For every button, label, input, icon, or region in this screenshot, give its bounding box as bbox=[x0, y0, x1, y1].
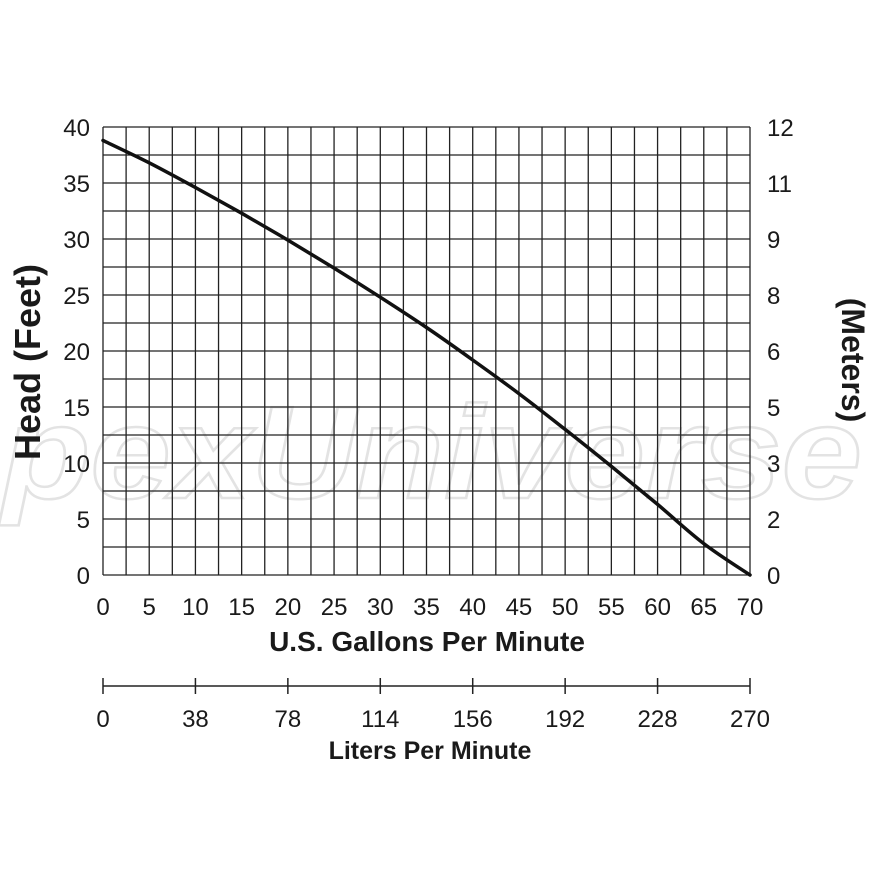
x-tick-label: 60 bbox=[644, 594, 671, 621]
y-tick-label: 15 bbox=[63, 395, 90, 422]
x2-tick-label: 270 bbox=[730, 706, 770, 733]
y2-tick-label: 11 bbox=[767, 171, 792, 198]
y2-tick-label: 8 bbox=[767, 283, 780, 310]
x2-tick-label: 192 bbox=[545, 706, 585, 733]
x2-tick-label: 38 bbox=[182, 706, 209, 733]
y-tick-label: 20 bbox=[63, 339, 90, 366]
x-tick-label: 40 bbox=[459, 594, 486, 621]
y2-tick-label: 0 bbox=[767, 563, 780, 590]
y-tick-label: 5 bbox=[77, 507, 90, 534]
y-tick-label: 10 bbox=[63, 451, 90, 478]
x2-tick-label: 0 bbox=[96, 706, 109, 733]
y2-tick-labels: 0 2 3 5 6 8 9 11 12 bbox=[767, 115, 794, 590]
x-tick-label: 30 bbox=[367, 594, 394, 621]
y-axis-title: Head (Feet) bbox=[7, 264, 48, 460]
x2-tick-label: 78 bbox=[275, 706, 302, 733]
y2-tick-label: 2 bbox=[767, 507, 780, 534]
x-tick-label: 15 bbox=[228, 594, 255, 621]
x-tick-label: 65 bbox=[690, 594, 717, 621]
liters-axis: 0 38 78 114 156 192 228 270 bbox=[96, 678, 770, 733]
y2-tick-label: 3 bbox=[767, 451, 780, 478]
x-tick-label: 55 bbox=[598, 594, 625, 621]
x-tick-label: 35 bbox=[413, 594, 440, 621]
x2-axis-title: Liters Per Minute bbox=[329, 737, 532, 765]
y-tick-label: 30 bbox=[63, 227, 90, 254]
y-tick-label: 35 bbox=[63, 171, 90, 198]
y2-tick-label: 6 bbox=[767, 339, 780, 366]
x-tick-label: 10 bbox=[182, 594, 209, 621]
x-tick-label: 5 bbox=[143, 594, 156, 621]
y-tick-label: 25 bbox=[63, 283, 90, 310]
y-tick-labels: 0 5 10 15 20 25 30 35 40 bbox=[63, 115, 90, 590]
curve-layer bbox=[101, 138, 752, 577]
y2-tick-label: 5 bbox=[767, 395, 780, 422]
watermark-text: pexUniverse bbox=[0, 379, 862, 526]
x2-tick-label: 228 bbox=[638, 706, 678, 733]
x-tick-label: 20 bbox=[275, 594, 302, 621]
x-tick-label: 45 bbox=[506, 594, 533, 621]
y-tick-label: 40 bbox=[63, 115, 90, 142]
y-tick-label: 0 bbox=[77, 563, 90, 590]
x2-tick-label: 156 bbox=[453, 706, 493, 733]
x-tick-label: 50 bbox=[552, 594, 579, 621]
y2-axis-title: (Meters) bbox=[835, 298, 871, 422]
x-axis-title: U.S. Gallons Per Minute bbox=[269, 626, 585, 657]
x-tick-label: 70 bbox=[737, 594, 764, 621]
head-curve bbox=[101, 138, 752, 577]
y2-tick-label: 12 bbox=[767, 115, 794, 142]
x-tick-label: 0 bbox=[96, 594, 109, 621]
x2-tick-label: 114 bbox=[361, 706, 399, 733]
y2-tick-label: 9 bbox=[767, 227, 780, 254]
x-tick-labels: 0 5 10 15 20 25 30 35 40 45 50 55 60 65 70 bbox=[96, 594, 763, 621]
x-tick-label: 25 bbox=[321, 594, 348, 621]
watermark-layer: pexUniverse bbox=[0, 378, 863, 528]
